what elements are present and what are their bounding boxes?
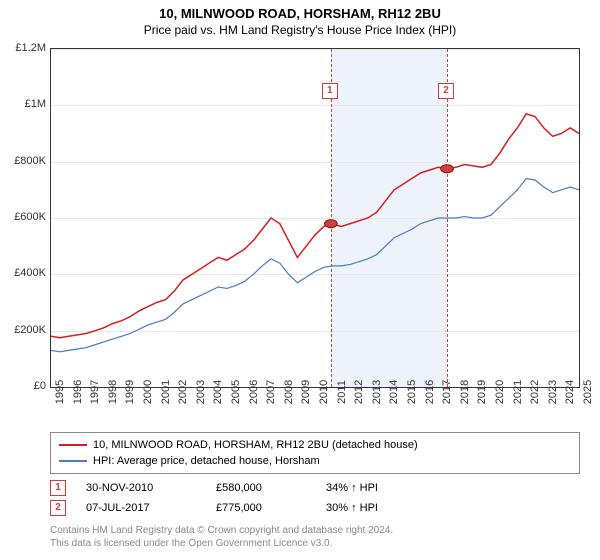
y-axis-tick-label: £1M — [6, 98, 46, 110]
legend-row: HPI: Average price, detached house, Hors… — [59, 453, 571, 469]
x-axis-tick-label: 2006 — [248, 380, 260, 404]
x-axis-tick-label: 2013 — [371, 380, 383, 404]
chart-plot-area — [50, 48, 580, 388]
footer-line-2: This data is licensed under the Open Gov… — [50, 537, 580, 550]
x-axis-tick-label: 2020 — [494, 380, 506, 404]
x-axis-tick-label: 2019 — [476, 380, 488, 404]
x-axis-tick-label: 2002 — [177, 380, 189, 404]
legend-swatch — [59, 460, 87, 462]
event-marker-box: 2 — [438, 83, 454, 99]
x-axis-tick-label: 2003 — [195, 380, 207, 404]
y-axis-tick-label: £600K — [6, 211, 46, 223]
legend-row: 10, MILNWOOD ROAD, HORSHAM, RH12 2BU (de… — [59, 437, 571, 453]
x-axis-tick-label: 1997 — [89, 380, 101, 404]
event-vertical-line — [447, 49, 448, 387]
x-axis-tick-label: 2008 — [283, 380, 295, 404]
x-axis-tick-label: 1996 — [72, 380, 84, 404]
x-axis-tick-label: 2011 — [336, 380, 348, 404]
legend-label: 10, MILNWOOD ROAD, HORSHAM, RH12 2BU (de… — [93, 437, 418, 453]
y-axis-tick-label: £200K — [6, 324, 46, 336]
legend-box: 10, MILNWOOD ROAD, HORSHAM, RH12 2BU (de… — [50, 432, 580, 474]
event-delta: 30% ↑ HPI — [326, 502, 426, 514]
event-delta: 34% ↑ HPI — [326, 482, 426, 494]
x-axis-tick-label: 1999 — [124, 380, 136, 404]
chart-title: 10, MILNWOOD ROAD, HORSHAM, RH12 2BU — [0, 0, 600, 21]
y-axis-tick-label: £1.2M — [6, 42, 46, 54]
x-axis-tick-label: 2015 — [406, 380, 418, 404]
x-axis-tick-label: 2025 — [582, 380, 594, 404]
event-date: 07-JUL-2017 — [86, 502, 216, 514]
series-line-hpi — [51, 179, 579, 352]
series-line-property — [51, 114, 579, 338]
x-axis-tick-label: 2012 — [353, 380, 365, 404]
event-number-box: 1 — [50, 480, 66, 496]
footer-attribution: Contains HM Land Registry data © Crown c… — [50, 524, 580, 550]
x-axis-tick-label: 2018 — [459, 380, 471, 404]
x-axis-tick-label: 2010 — [318, 380, 330, 404]
y-axis-tick-label: £0 — [6, 380, 46, 392]
event-price: £580,000 — [216, 482, 326, 494]
x-axis-tick-label: 2016 — [424, 380, 436, 404]
x-axis-tick-label: 1998 — [107, 380, 119, 404]
event-price: £775,000 — [216, 502, 326, 514]
x-axis-tick-label: 2004 — [212, 380, 224, 404]
y-axis-tick-label: £800K — [6, 155, 46, 167]
event-date: 30-NOV-2010 — [86, 482, 216, 494]
x-axis-tick-label: 2009 — [300, 380, 312, 404]
x-axis-tick-label: 2005 — [230, 380, 242, 404]
event-vertical-line — [331, 49, 332, 387]
x-axis-tick-label: 2022 — [529, 380, 541, 404]
event-number-box: 2 — [50, 500, 66, 516]
chart-subtitle: Price paid vs. HM Land Registry's House … — [0, 21, 600, 37]
plot-svg — [51, 49, 579, 387]
x-axis-tick-label: 2024 — [564, 380, 576, 404]
x-axis-tick-label: 1995 — [54, 380, 66, 404]
event-row: 1 30-NOV-2010£580,00034% ↑ HPI — [50, 478, 580, 498]
y-axis-tick-label: £400K — [6, 267, 46, 279]
legend-swatch — [59, 444, 87, 446]
x-axis-tick-label: 2000 — [142, 380, 154, 404]
x-axis-tick-label: 2007 — [265, 380, 277, 404]
x-axis-tick-label: 2014 — [388, 380, 400, 404]
x-axis-tick-label: 2017 — [441, 380, 453, 404]
events-table: 1 30-NOV-2010£580,00034% ↑ HPI 2 07-JUL-201… — [50, 478, 580, 518]
x-axis-tick-label: 2001 — [160, 380, 172, 404]
legend-label: HPI: Average price, detached house, Hors… — [93, 453, 320, 469]
event-marker-box: 1 — [322, 83, 338, 99]
footer-line-1: Contains HM Land Registry data © Crown c… — [50, 524, 580, 537]
x-axis-tick-label: 2023 — [547, 380, 559, 404]
event-row: 2 07-JUL-2017£775,00030% ↑ HPI — [50, 498, 580, 518]
x-axis-tick-label: 2021 — [512, 380, 524, 404]
